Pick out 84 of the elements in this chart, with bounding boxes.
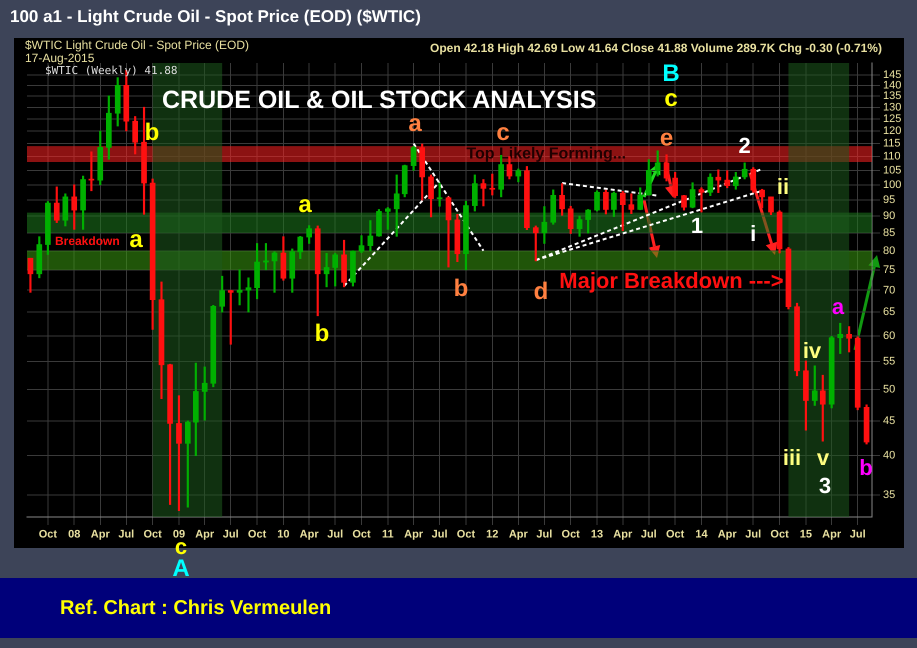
x-tick-label: Oct bbox=[456, 528, 476, 541]
band-label: Top Likely Forming... bbox=[466, 145, 626, 162]
y-tick-label: 90 bbox=[883, 210, 896, 222]
annotation: b bbox=[144, 119, 160, 147]
annotation: 3 bbox=[818, 473, 832, 499]
y-tick-label: 125 bbox=[883, 112, 902, 125]
x-tick-label: Jul bbox=[432, 528, 448, 541]
x-tick-label: Jul bbox=[536, 528, 552, 541]
annotation: e bbox=[660, 124, 674, 152]
annotation: 1 bbox=[690, 213, 704, 239]
annotation: i bbox=[750, 220, 756, 246]
y-tick-label: 115 bbox=[883, 138, 901, 150]
x-tick-label: Jul bbox=[745, 528, 762, 541]
x-tick-label: Apr bbox=[508, 528, 529, 541]
y-tick-label: 120 bbox=[883, 124, 902, 137]
y-tick-label: 100 bbox=[883, 178, 902, 191]
x-tick-label: 15 bbox=[800, 528, 812, 541]
x-tick-label: Apr bbox=[613, 528, 633, 541]
x-tick-label: Apr bbox=[404, 528, 424, 541]
annotation: b bbox=[859, 455, 873, 481]
x-tick-label: Jul bbox=[118, 528, 134, 541]
annotation: Major Breakdown ---> bbox=[559, 268, 784, 293]
annotation: a bbox=[129, 226, 143, 254]
x-tick-label: 13 bbox=[590, 528, 604, 541]
x-tick-label: Oct bbox=[562, 528, 580, 541]
y-tick-label: 40 bbox=[883, 450, 896, 462]
y-tick-label: 35 bbox=[883, 489, 896, 502]
annotation: d bbox=[534, 278, 548, 306]
y-tick-label: 60 bbox=[883, 330, 896, 342]
chart-subtitle: $WTIC Light Crude Oil - Spot Price (EOD) bbox=[25, 38, 250, 52]
y-tick-label: 110 bbox=[883, 150, 901, 163]
x-tick-label: Oct bbox=[248, 528, 267, 541]
x-tick-label: Oct bbox=[666, 528, 685, 541]
annotation: iii bbox=[782, 445, 802, 471]
annotation: B bbox=[662, 60, 680, 88]
x-tick-label: 08 bbox=[68, 528, 80, 541]
annotation: c bbox=[664, 85, 678, 113]
annotation: $WTIC (Weekly) 41.88 bbox=[45, 64, 178, 77]
annotation: c bbox=[496, 119, 510, 146]
annotation: b bbox=[454, 275, 468, 303]
y-tick-label: 50 bbox=[883, 384, 896, 396]
y-tick-label: 70 bbox=[883, 284, 896, 296]
x-tick-label: Apr bbox=[300, 528, 320, 541]
y-tick-label: 65 bbox=[883, 306, 896, 318]
annotation: b bbox=[314, 320, 330, 348]
x-tick-label: Jul bbox=[222, 528, 239, 541]
x-tick-label: Jul bbox=[850, 528, 866, 541]
y-tick-label: 45 bbox=[883, 414, 896, 427]
text: Open 42.18 High 42.69 Low 41.64 Close 41.88 Volume 289.7K Chg -0.30 (-0.71%) bbox=[430, 41, 882, 55]
x-tick-label: Oct bbox=[143, 528, 162, 541]
y-tick-label: 80 bbox=[883, 244, 896, 257]
y-tick-label: 105 bbox=[883, 164, 902, 176]
annotation: iv bbox=[802, 338, 822, 364]
x-tick-label: Apr bbox=[822, 528, 842, 541]
x-tick-label: Oct bbox=[770, 528, 790, 541]
annotation: v bbox=[816, 445, 830, 471]
text: Ref. Chart : Chris Vermeulen bbox=[60, 597, 332, 620]
annotation: a bbox=[298, 191, 312, 219]
x-tick-label: Oct bbox=[352, 528, 372, 541]
y-tick-label: 140 bbox=[883, 79, 902, 92]
x-tick-label: Jul bbox=[327, 528, 344, 541]
annotation: ii bbox=[776, 174, 790, 200]
x-tick-label: Oct bbox=[38, 528, 58, 541]
text: A bbox=[172, 555, 190, 583]
y-tick-label: 85 bbox=[883, 226, 896, 239]
x-tick-label: Jul bbox=[640, 528, 657, 541]
x-tick-label: 10 bbox=[277, 528, 290, 541]
annotation: 17-Aug-2015 bbox=[25, 51, 94, 65]
annotation: 2 bbox=[738, 132, 751, 158]
chart-title: 100 a1 - Light Crude Oil - Spot Price (EOD) ($WTIC) bbox=[10, 7, 421, 26]
y-tick-label: 145 bbox=[883, 69, 902, 82]
y-tick-label: 95 bbox=[883, 194, 896, 206]
band-label: Breakdown bbox=[55, 234, 120, 248]
annotation: a bbox=[832, 294, 844, 320]
x-tick-label: Apr bbox=[718, 528, 738, 541]
x-tick-label: Apr bbox=[195, 528, 215, 541]
x-tick-label: 14 bbox=[695, 528, 708, 541]
x-tick-label: 11 bbox=[382, 528, 394, 541]
y-tick-label: 135 bbox=[883, 90, 902, 102]
y-tick-label: 75 bbox=[883, 264, 896, 276]
x-tick-label: Apr bbox=[90, 528, 110, 541]
y-tick-label: 55 bbox=[883, 356, 896, 368]
y-tick-label: 130 bbox=[883, 101, 902, 114]
x-tick-label: 12 bbox=[486, 528, 498, 541]
